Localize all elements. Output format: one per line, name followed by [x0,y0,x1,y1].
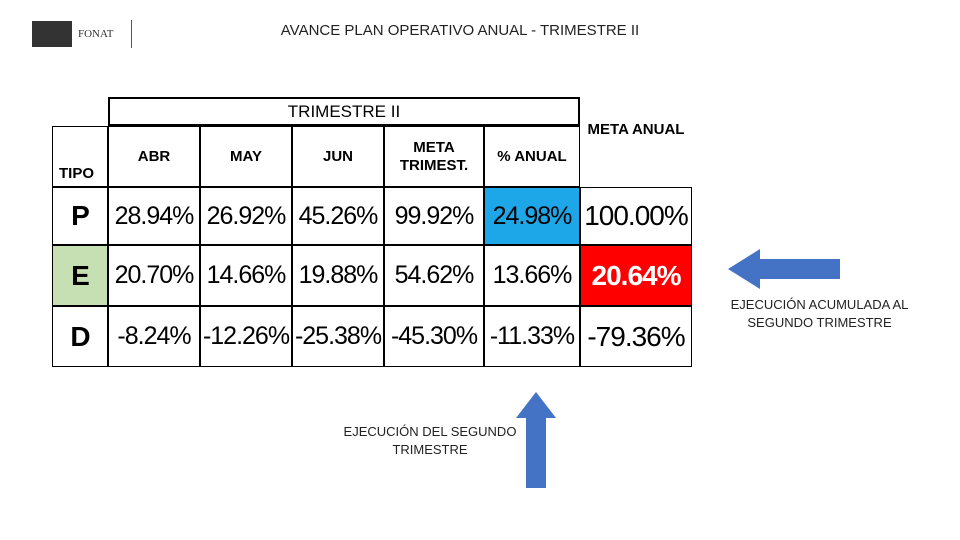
logo-text: FONAT [78,28,114,40]
value-cell: -79.36% [580,306,692,367]
logo-emblem [32,21,72,47]
row-type: E [52,245,108,306]
annotation-right: EJECUCIÓN ACUMULADA AL SEGUNDO TRIMESTRE [730,297,909,331]
annotation-bottom: EJECUCIÓN DEL SEGUNDO TRIMESTRE [343,424,517,458]
arrow-left [728,249,840,289]
row-type: P [52,187,108,245]
group-header: TRIMESTRE II [108,97,580,126]
value-cell: 24.98% [484,187,580,245]
value-cell: -25.38% [292,306,384,367]
column-header: MAY [200,126,292,187]
value-cell: 99.92% [384,187,484,245]
value-cell: -12.26% [200,306,292,367]
logo: FONAT [32,20,132,48]
value-cell: -45.30% [384,306,484,367]
value-cell: 19.88% [292,245,384,306]
column-header: ABR [108,126,200,187]
title: AVANCE PLAN OPERATIVO ANUAL - TRIMESTRE … [280,22,640,39]
column-header: JUN [292,126,384,187]
value-cell: 45.26% [292,187,384,245]
value-cell: 100.00% [580,187,692,245]
value-cell: 28.94% [108,187,200,245]
column-header: TIPO [52,126,108,187]
value-cell: 14.66% [200,245,292,306]
value-cell: 20.70% [108,245,200,306]
value-cell: 54.62% [384,245,484,306]
arrow-up [516,392,556,488]
column-header: % ANUAL [484,126,580,187]
table: TRIMESTRE II TIPO ABR MAY JUN META TRIMEST.% … [52,97,692,369]
column-header: META ANUAL [580,97,692,187]
value-cell: 13.66% [484,245,580,306]
column-header: META TRIMEST. [384,126,484,187]
value-cell: 20.64% [580,245,692,306]
row-type: D [52,306,108,367]
value-cell: 26.92% [200,187,292,245]
value-cell: -11.33% [484,306,580,367]
value-cell: -8.24% [108,306,200,367]
